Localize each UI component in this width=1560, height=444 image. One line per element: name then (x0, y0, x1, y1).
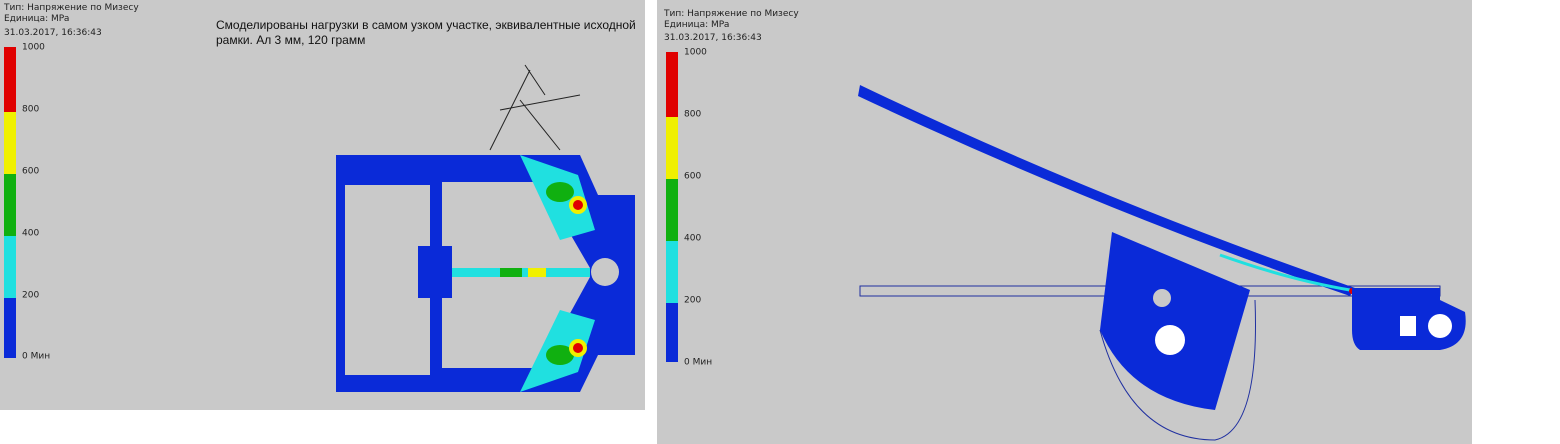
legend-label: 1000 (22, 43, 45, 53)
header-timestamp: 31.03.2017, 16:36:43 (664, 33, 762, 43)
legend-label: 600 (684, 172, 701, 182)
header-timestamp: 31.03.2017, 16:36:43 (4, 28, 102, 38)
legend-label: 200 (22, 291, 39, 301)
color-scale (666, 52, 678, 362)
legend-label: 200 (684, 296, 701, 306)
legend-label: 0 Мин (684, 358, 712, 368)
legend-label: 800 (684, 110, 701, 120)
frame-model (336, 64, 635, 392)
header-type: Тип: Напряжение по Мизесу (663, 9, 799, 19)
legend-label: 600 (22, 167, 39, 177)
header-type: Тип: Напряжение по Мизесу (3, 3, 139, 13)
legend-label: 800 (22, 105, 39, 115)
header-unit: Единица: MPa (4, 14, 69, 24)
left-panel (0, 0, 645, 410)
legend-label: 400 (684, 234, 701, 244)
color-scale (4, 47, 16, 358)
legend-label: 1000 (684, 48, 707, 58)
note-line: рамки. Ал 3 мм, 120 грамм (216, 33, 365, 47)
right-panel (657, 0, 1472, 444)
legend-label: 0 Мин (22, 352, 50, 362)
header-unit: Единица: MPa (664, 20, 729, 30)
beam-model (858, 85, 1466, 441)
note-line: Смоделированы нагрузки в самом узком уча… (216, 18, 636, 32)
legend-label: 400 (22, 229, 39, 239)
